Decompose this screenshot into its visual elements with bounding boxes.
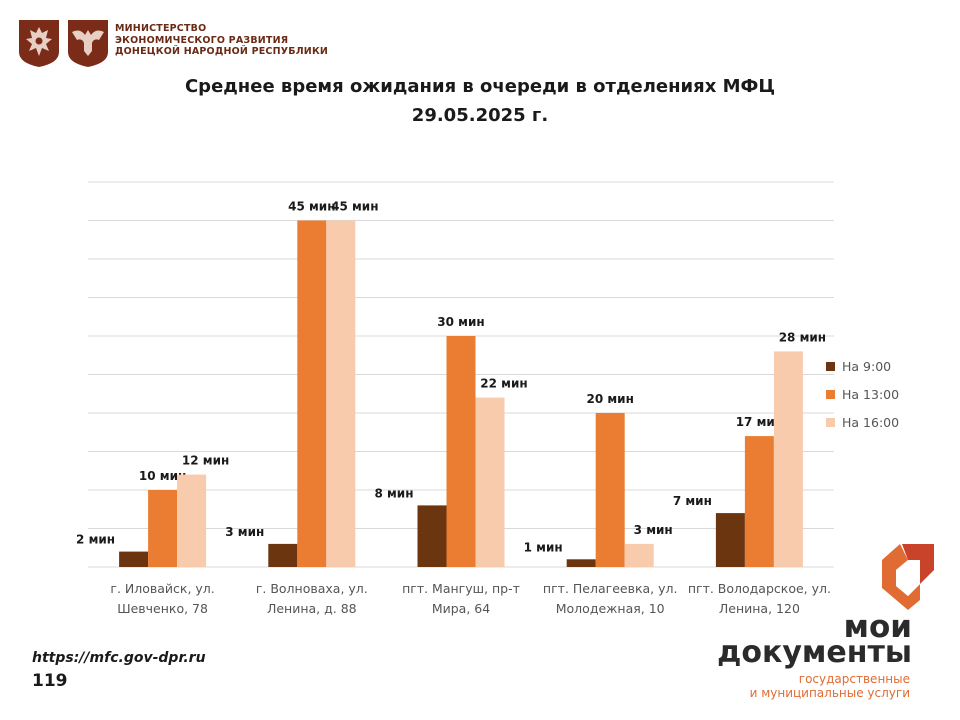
bar <box>268 543 298 567</box>
ministry-line-2: ЭКОНОМИЧЕСКОГО РАЗВИТИЯ <box>115 34 289 46</box>
bar <box>326 220 356 567</box>
bar <box>595 413 625 567</box>
data-label: 10 мин <box>139 469 186 483</box>
dpr-coat-of-arms-icon <box>68 20 108 67</box>
category-label: г. Волноваха, ул. <box>256 581 368 596</box>
data-label: 12 мин <box>182 454 229 468</box>
data-label: 8 мин <box>374 486 413 500</box>
data-label: 45 мин <box>331 200 378 214</box>
legend-swatch-16 <box>826 417 835 427</box>
legend-swatch-13 <box>826 389 835 399</box>
bar <box>297 220 327 567</box>
category-label: Шевченко, 78 <box>117 601 208 616</box>
data-label: 2 мин <box>76 533 115 547</box>
bar <box>177 474 207 567</box>
bar <box>566 559 596 567</box>
chart-title: Среднее время ожидания в очереди в отдел… <box>0 72 960 130</box>
category-label: г. Иловайск, ул. <box>110 581 214 596</box>
brand-tagline-line-2: и муниципальные услуги <box>749 686 910 700</box>
legend-swatch-9 <box>826 361 835 371</box>
chart-title-date: 29.05.2025 г. <box>411 105 549 126</box>
bar <box>446 336 476 567</box>
legend-label-9: На 9:00 <box>842 358 892 374</box>
ministry-name: МИНИСТЕРСТВО ЭКОНОМИЧЕСКОГО РАЗВИТИЯ ДОН… <box>115 23 328 58</box>
legend-item-9: На 9:00 <box>826 352 899 380</box>
ministry-line-3: ДОНЕЦКОЙ НАРОДНОЙ РЕСПУБЛИКИ <box>115 46 329 57</box>
chart-legend: На 9:00 На 13:00 На 16:00 <box>826 352 899 436</box>
data-label: 30 мин <box>437 315 484 329</box>
data-label: 17 мин <box>736 415 783 429</box>
legend-item-16: На 16:00 <box>826 408 899 436</box>
bar <box>773 351 803 567</box>
category-label: пгт. Пелагеевка, ул. <box>543 581 678 596</box>
data-label: 3 мин <box>634 523 673 537</box>
bar <box>148 490 178 567</box>
bar <box>417 505 447 567</box>
bar <box>119 551 149 567</box>
ministry-line-1: МИНИСТЕРСТВО <box>115 23 207 34</box>
category-label: пгт. Мангуш, пр-т <box>402 581 520 596</box>
data-label: 45 мин <box>288 200 335 214</box>
category-label: Мира, 64 <box>432 601 490 616</box>
bar <box>715 513 745 567</box>
brand-tagline-line-1: государственные <box>798 672 910 686</box>
russia-coat-of-arms-icon <box>19 20 59 67</box>
category-label: пгт. Володарское, ул. <box>688 581 831 596</box>
data-label: 7 мин <box>673 494 712 508</box>
data-label: 20 мин <box>587 392 634 406</box>
brand-name-line-2: документы <box>717 635 912 670</box>
legend-label-16: На 16:00 <box>842 414 900 430</box>
moi-dokumenty-logo-icon <box>882 544 934 610</box>
data-label: 3 мин <box>225 525 264 539</box>
legend-item-13: На 13:00 <box>826 380 899 408</box>
brand-name-line-1: мои <box>843 609 912 645</box>
bar <box>624 543 654 567</box>
brand-tagline: государственные и муниципальные услуги <box>750 672 910 700</box>
category-label: Ленина, 120 <box>719 601 800 616</box>
data-label: 1 мин <box>524 540 563 554</box>
bar <box>475 397 505 567</box>
site-url: https://mfc.gov-dpr.ru <box>32 650 206 666</box>
chart-title-line-1: Среднее время ожидания в очереди в отдел… <box>184 76 776 97</box>
bar <box>744 436 774 567</box>
category-label: Молодежная, 10 <box>556 601 665 616</box>
data-label: 22 мин <box>480 377 527 391</box>
data-label: 28 мин <box>779 330 826 344</box>
legend-label-13: На 13:00 <box>842 386 900 402</box>
category-label: Ленина, д. 88 <box>267 601 357 616</box>
page-number: 119 <box>32 671 68 691</box>
